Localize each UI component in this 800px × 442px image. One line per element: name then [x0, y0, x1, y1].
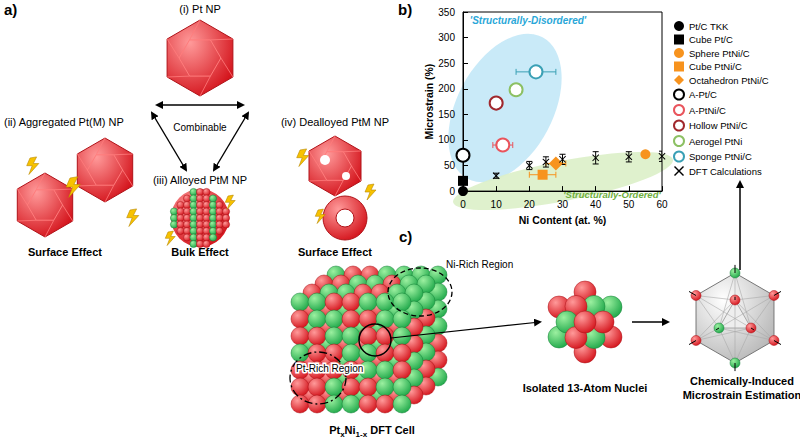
svg-text:A-Pt/C: A-Pt/C — [689, 89, 717, 100]
svg-text:Sponge PtNi/C: Sponge PtNi/C — [689, 151, 752, 162]
svg-text:PtxNi1-x DFT Cell: PtxNi1-x DFT Cell — [329, 424, 415, 439]
svg-text:Surface Effect: Surface Effect — [298, 246, 372, 258]
svg-text:Bulk Effect: Bulk Effect — [171, 246, 229, 258]
svg-text:'Structurally-Ordered': 'Structurally-Ordered' — [563, 189, 661, 200]
svg-text:(ii) Aggregated Pt(M) NP: (ii) Aggregated Pt(M) NP — [4, 116, 124, 128]
svg-text:Surface Effect: Surface Effect — [28, 246, 102, 258]
svg-text:Isolated 13-Atom Nuclei: Isolated 13-Atom Nuclei — [523, 382, 648, 394]
svg-text:0: 0 — [449, 186, 455, 197]
svg-text:(iii) Alloyed PtM NP: (iii) Alloyed PtM NP — [153, 174, 247, 186]
svg-text:Chemically-Induced: Chemically-Induced — [690, 375, 794, 387]
svg-text:20: 20 — [524, 199, 536, 210]
svg-text:Combinable: Combinable — [173, 122, 227, 133]
svg-text:(iv) Dealloyed PtM NP: (iv) Dealloyed PtM NP — [281, 116, 389, 128]
svg-text:Hollow PtNi/C: Hollow PtNi/C — [689, 120, 748, 131]
svg-text:Cube PtNi/C: Cube PtNi/C — [689, 61, 742, 72]
svg-text:100: 100 — [438, 134, 455, 145]
svg-text:50: 50 — [444, 160, 456, 171]
svg-text:Sphere PtNi/C: Sphere PtNi/C — [689, 48, 750, 59]
svg-text:300: 300 — [438, 32, 455, 43]
svg-text:0: 0 — [460, 199, 466, 210]
svg-text:Microstrain (%): Microstrain (%) — [423, 64, 435, 140]
svg-text:Aerogel PtNi: Aerogel PtNi — [689, 136, 742, 147]
svg-text:50: 50 — [623, 199, 635, 210]
svg-text:DFT Calculations: DFT Calculations — [689, 166, 762, 177]
svg-text:Pt/C TKK: Pt/C TKK — [689, 21, 729, 32]
svg-text:350: 350 — [438, 7, 455, 18]
svg-text:Ni Content (at. %): Ni Content (at. %) — [519, 214, 607, 226]
svg-text:Octahedron PtNi/C: Octahedron PtNi/C — [689, 75, 769, 86]
svg-text:150: 150 — [438, 109, 455, 120]
svg-text:b): b) — [398, 1, 412, 18]
svg-text:c): c) — [399, 228, 412, 245]
svg-text:A-PtNi/C: A-PtNi/C — [689, 105, 726, 116]
svg-text:Ni-Rich Region: Ni-Rich Region — [446, 259, 513, 270]
svg-text:250: 250 — [438, 58, 455, 69]
svg-text:Microstrain Estimation: Microstrain Estimation — [683, 389, 800, 401]
svg-text:Pt-Rich Region: Pt-Rich Region — [296, 363, 363, 374]
svg-text:200: 200 — [438, 83, 455, 94]
svg-text:60: 60 — [656, 199, 668, 210]
svg-text:40: 40 — [590, 199, 602, 210]
svg-text:30: 30 — [557, 199, 569, 210]
svg-text:'Structurally-Disordered': 'Structurally-Disordered' — [470, 15, 587, 26]
svg-text:(i) Pt NP: (i) Pt NP — [179, 3, 221, 15]
svg-text:a): a) — [4, 1, 17, 18]
svg-text:Cube Pt/C: Cube Pt/C — [689, 34, 733, 45]
svg-text:10: 10 — [491, 199, 503, 210]
